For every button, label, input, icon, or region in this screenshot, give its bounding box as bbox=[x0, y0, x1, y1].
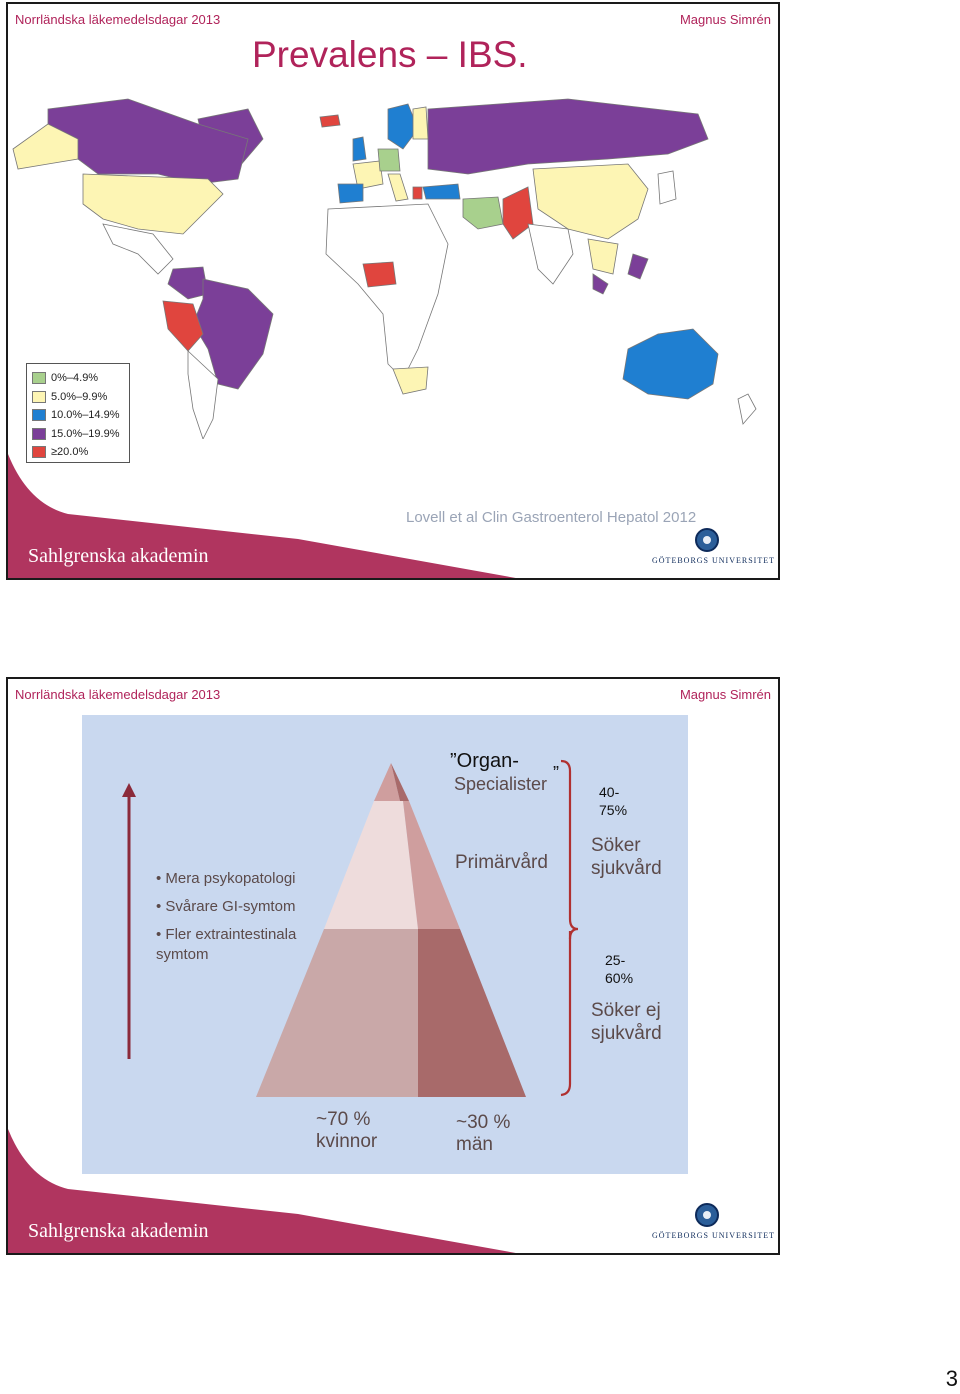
university-name: GÖTEBORGS UNIVERSITET bbox=[652, 1231, 775, 1240]
region-finland bbox=[412, 106, 429, 140]
region-sea bbox=[587, 238, 619, 275]
region-usa bbox=[82, 173, 224, 235]
conference-label: Norrländska läkemedelsdagar 2013 bbox=[15, 687, 221, 702]
brace-top bbox=[560, 759, 579, 940]
akademin-logo: Sahlgrenska akademin bbox=[28, 545, 209, 567]
men-share-label: ~30 % män bbox=[456, 1112, 511, 1155]
not-seeking-care-percent: 25- 60% bbox=[605, 952, 634, 986]
region-mexico bbox=[102, 223, 174, 275]
region-africa bbox=[325, 203, 449, 380]
region-germany bbox=[377, 148, 401, 172]
region-pakistan bbox=[502, 186, 534, 240]
bullet-item: • Svårare GI-symtom bbox=[156, 898, 296, 915]
region-australia bbox=[622, 328, 719, 400]
region-spain bbox=[337, 183, 364, 204]
legend-label: ≥20.0% bbox=[51, 446, 89, 459]
region-iceland bbox=[319, 114, 341, 128]
region-philippines bbox=[627, 253, 649, 280]
page-number: 3 bbox=[945, 1366, 958, 1391]
pyramid-middle-shade bbox=[403, 801, 460, 929]
legend-item: 5.0%–9.9% bbox=[32, 388, 129, 407]
bullet-item: • Mera psykopatologi bbox=[156, 870, 296, 887]
legend-label: 5.0%–9.9% bbox=[51, 390, 108, 403]
region-norway bbox=[387, 103, 419, 150]
region-south-cone bbox=[187, 350, 219, 439]
organ-label: ”Organ- bbox=[450, 750, 519, 772]
legend-label: 15.0%–19.9% bbox=[51, 427, 120, 440]
bullet-text: Mera psykopatologi bbox=[165, 870, 296, 887]
legend-swatch bbox=[32, 427, 46, 440]
legend-swatch bbox=[32, 446, 46, 459]
region-new-zealand bbox=[737, 393, 757, 425]
organ-quote-close: ” bbox=[553, 763, 559, 783]
legend-item: 0%–4.9% bbox=[32, 369, 129, 388]
university-seal-icon bbox=[695, 528, 719, 552]
author-label: Magnus Simrén bbox=[679, 687, 771, 702]
region-nigeria bbox=[362, 261, 397, 288]
region-malaysia bbox=[592, 273, 609, 295]
primarvard-label: Primärvård bbox=[455, 852, 548, 873]
region-colombia bbox=[167, 266, 209, 300]
region-peru bbox=[162, 300, 204, 352]
akademin-logo: Sahlgrenska akademin bbox=[28, 1220, 209, 1242]
bullet-text: Fler extraintestinala symtom bbox=[156, 926, 297, 963]
conference-label: Norrländska läkemedelsdagar 2013 bbox=[15, 12, 221, 27]
pyramid-top-shade bbox=[391, 763, 409, 801]
pyramid-top-tier bbox=[374, 763, 400, 801]
seeking-care-percent: 40- 75% bbox=[599, 784, 628, 818]
region-uk bbox=[352, 136, 367, 162]
author-label: Magnus Simrén bbox=[679, 12, 771, 27]
seeking-care-label: Söker sjukvård bbox=[591, 835, 662, 879]
region-china bbox=[532, 163, 649, 240]
pyramid-diagram bbox=[122, 759, 579, 1097]
arrow-head-icon bbox=[122, 783, 136, 797]
world-map bbox=[12, 98, 757, 439]
legend-label: 10.0%–14.9% bbox=[51, 409, 120, 422]
brace-bottom bbox=[560, 931, 572, 1097]
bullet-item: • Fler extraintestinala symtom bbox=[156, 926, 297, 963]
women-share-label: ~70 % kvinnor bbox=[316, 1109, 378, 1152]
region-iran bbox=[462, 196, 504, 230]
map-legend: 0%–4.9% 5.0%–9.9% 10.0%–14.9% 15.0%–19.9… bbox=[26, 363, 130, 463]
region-turkey bbox=[422, 183, 461, 200]
university-name: GÖTEBORGS UNIVERSITET bbox=[652, 556, 775, 565]
region-greece bbox=[412, 186, 423, 200]
region-south-africa bbox=[392, 366, 429, 395]
specialist-label: Specialister bbox=[454, 774, 548, 794]
legend-swatch bbox=[32, 372, 46, 385]
pyramid-base-tier bbox=[256, 929, 418, 1097]
citation: Lovell et al Clin Gastroenterol Hepatol … bbox=[406, 509, 697, 526]
university-seal-icon bbox=[695, 1203, 719, 1227]
not-seeking-care-label: Söker ej sjukvård bbox=[591, 1000, 662, 1044]
region-brazil bbox=[192, 278, 274, 390]
region-italy bbox=[387, 173, 409, 202]
pyramid-base-shade bbox=[418, 929, 526, 1097]
pyramid-middle-tier bbox=[324, 801, 418, 929]
region-india bbox=[527, 223, 574, 285]
slide-title: Prevalens – IBS. bbox=[252, 34, 528, 75]
legend-swatch bbox=[32, 390, 46, 403]
bullet-text: Svårare GI-symtom bbox=[165, 898, 296, 915]
legend-label: 0%–4.9% bbox=[51, 372, 99, 385]
legend-item: 10.0%–14.9% bbox=[32, 406, 129, 425]
slide-pyramid: Norrländska läkemedelsdagar 2013 Magnus … bbox=[6, 677, 780, 1255]
region-japan bbox=[657, 170, 677, 205]
slide-prevalence: Norrländska läkemedelsdagar 2013 Magnus … bbox=[6, 2, 780, 580]
legend-item: 15.0%–19.9% bbox=[32, 425, 129, 444]
legend-item: ≥20.0% bbox=[32, 443, 129, 462]
legend-swatch bbox=[32, 409, 46, 422]
region-russia bbox=[427, 98, 709, 175]
region-alaska bbox=[12, 123, 79, 170]
region-france bbox=[352, 160, 384, 190]
